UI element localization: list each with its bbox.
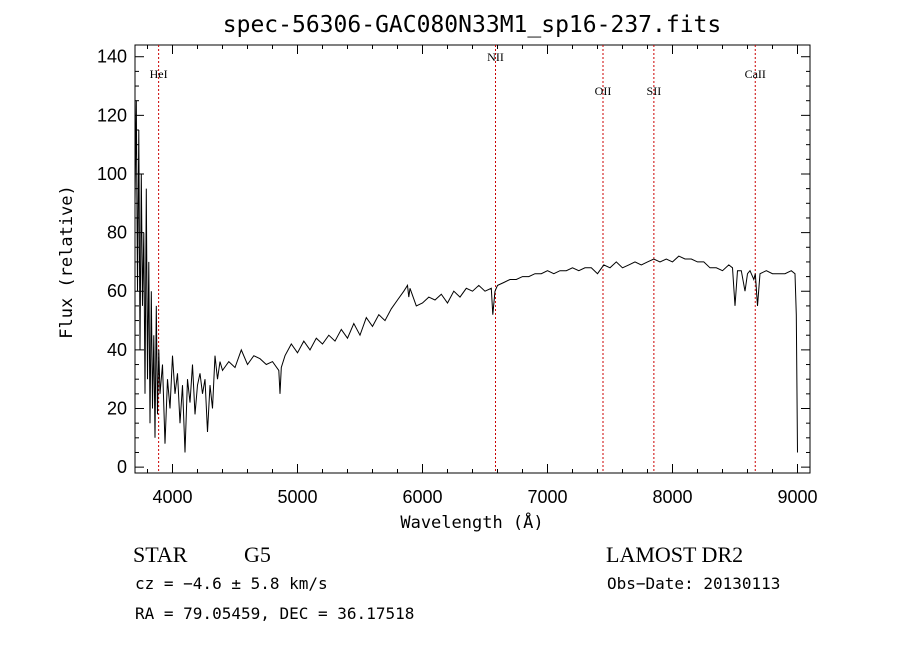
spectral-line-markers: HeI NII OII SII CaII [150,45,766,473]
line-label-sii: SII [647,84,662,98]
obs-date-text: Obs−Date: 20130113 [607,574,780,593]
x-tick-label: 5000 [277,487,317,507]
x-axis-label: Wavelength (Å) [400,511,543,533]
x-tick-label: 7000 [527,487,567,507]
object-subclass: G5 [244,542,271,567]
chart-title: spec-56306-GAC080N33M1_sp16-237.fits [223,12,722,38]
coords-text: RA = 79.05459, DEC = 36.17518 [135,604,414,623]
y-tick-label: 120 [97,105,127,125]
line-label-hei: HeI [150,67,168,81]
spectrum-line [134,100,798,453]
y-tick-label: 40 [107,340,127,360]
x-tick-label: 9000 [777,487,817,507]
x-axis: 4000 5000 6000 7000 8000 9000 [147,45,818,507]
plot-frame [134,44,811,474]
redshift-text: cz = −4.6 ± 5.8 km/s [135,574,328,593]
y-tick-label: 80 [107,223,127,243]
y-tick-label: 60 [107,281,127,301]
y-tick-label: 20 [107,399,127,419]
y-tick-label: 140 [97,47,127,67]
line-label-nii: NII [487,50,504,64]
survey-name: LAMOST DR2 [606,542,743,567]
x-tick-label: 8000 [652,487,692,507]
y-axis: 0 20 40 60 80 100 120 140 [97,47,810,477]
line-label-caii: CaII [745,67,766,81]
y-tick-label: 100 [97,164,127,184]
y-axis-label: Flux (relative) [57,185,77,339]
line-label-oii: OII [595,84,612,98]
x-tick-label: 6000 [402,487,442,507]
object-class: STAR [133,542,188,567]
y-tick-label: 0 [117,457,127,477]
x-tick-label: 4000 [152,487,192,507]
